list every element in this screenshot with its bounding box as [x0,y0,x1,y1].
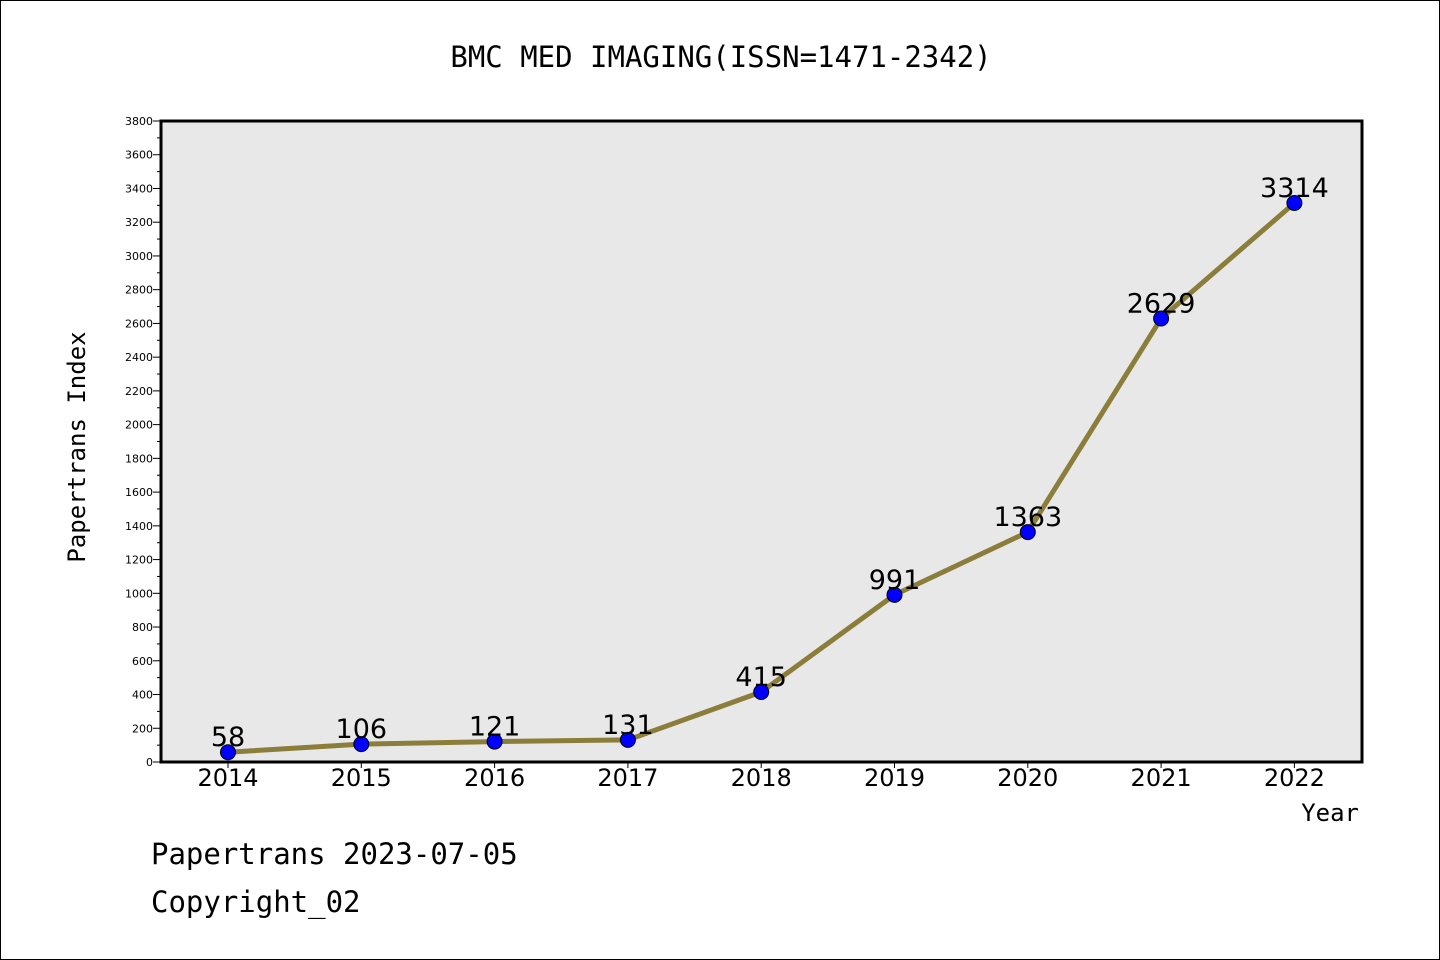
data-label: 2629 [1127,289,1196,320]
y-tick-label: 800 [132,621,153,634]
x-tick-label: 2015 [331,764,392,792]
y-tick-label: 600 [132,655,153,668]
x-tick-label: 2018 [731,764,792,792]
y-tick-label: 3400 [125,182,153,195]
plot-area [159,119,1364,764]
data-label: 106 [336,714,388,745]
y-axis: 0 200 400 600 800 1000 1200 1400 1600 1800 2000 220… [125,115,161,769]
y-tick-label: 1400 [125,520,153,533]
y-tick-label: 2800 [125,284,153,297]
x-tick-label: 2019 [864,764,925,792]
y-tick-label: 1000 [125,587,153,600]
y-tick-label: 3600 [125,149,153,162]
y-tick-label: 3200 [125,216,153,229]
y-tick-label: 1600 [125,486,153,499]
x-tick-label: 2017 [597,764,658,792]
y-tick-label: 2000 [125,419,153,432]
chart-title: BMC MED IMAGING(ISSN=1471-2342) [450,40,991,74]
data-point [220,744,236,761]
x-tick-label: 2021 [1131,764,1192,792]
data-point [353,736,370,753]
data-point [1019,524,1036,541]
data-point [753,683,770,700]
y-tick-label: 2200 [125,385,153,398]
x-axis: 2014 2015 2016 2017 2018 2019 2020 2021 2022 [197,762,1325,792]
y-tick-label: 400 [132,689,153,702]
y-tick-label: 1800 [125,452,153,465]
data-point [886,586,903,603]
y-tick-label: 2400 [125,351,153,364]
y-tick-label: 3000 [125,250,153,263]
data-label: 3314 [1260,173,1329,204]
data-label: 991 [869,565,921,596]
y-tick-label: 1200 [125,554,153,567]
x-axis-label: Year [1301,799,1359,827]
data-label: 415 [735,662,787,693]
data-point [486,733,503,750]
x-tick-label: 2022 [1264,764,1325,792]
x-tick-label: 2014 [197,764,258,792]
y-tick-label: 3800 [125,115,153,128]
data-label: 58 [211,722,245,753]
data-point [1286,194,1303,211]
x-tick-label: 2020 [997,764,1058,792]
data-point [1153,310,1170,327]
y-tick-label: 0 [146,756,153,769]
series-markers [220,194,1303,761]
x-tick-label: 2016 [464,764,525,792]
y-tick-label: 2600 [125,317,153,330]
footer-date-text: Papertrans 2023-07-05 [151,837,518,871]
y-tick-label: 200 [132,722,153,735]
y-axis-label: Papertrans Index [63,331,91,562]
data-point [619,731,636,748]
footer-copyright-text: Copyright_02 [151,885,361,919]
data-label: 121 [469,712,521,743]
data-labels: 58 106 121 131 415 991 1363 2629 3314 [211,173,1329,753]
data-label: 1363 [993,502,1062,533]
data-label: 131 [602,710,654,741]
